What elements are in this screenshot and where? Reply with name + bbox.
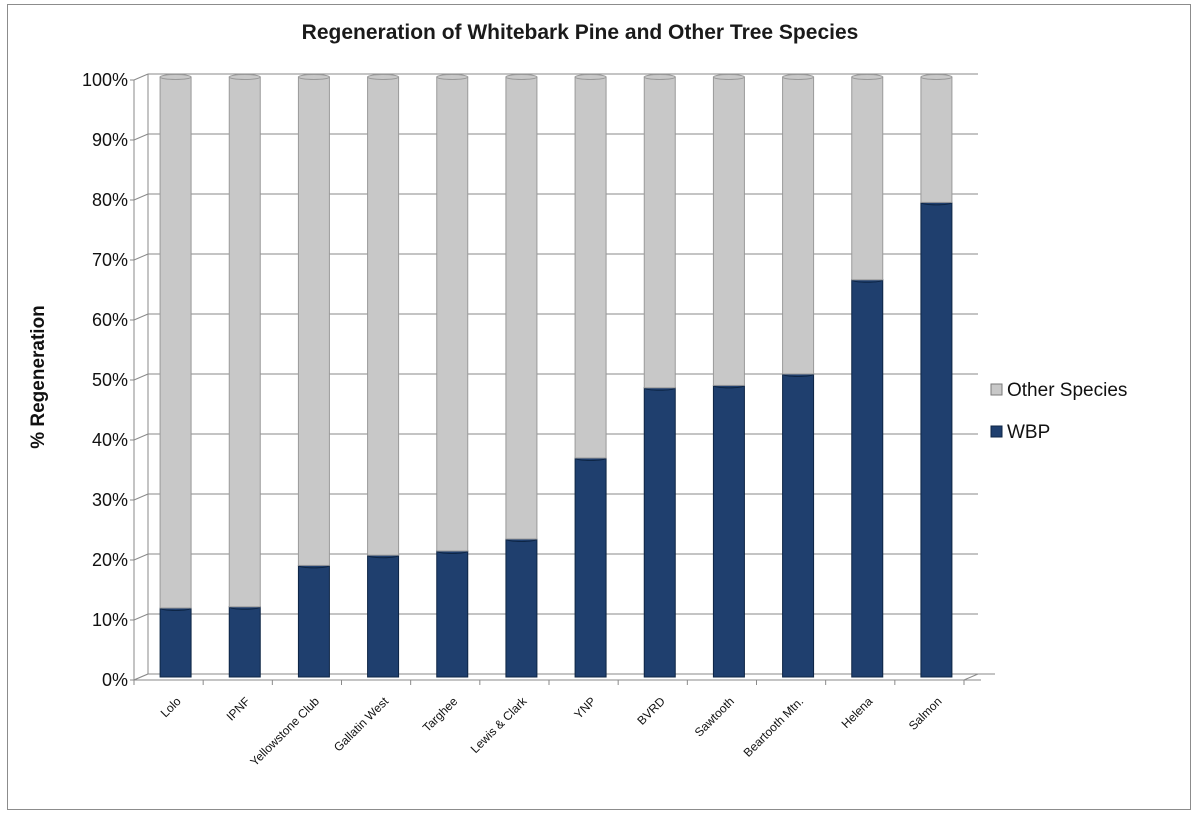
bar-wbp [920, 201, 953, 678]
legend-swatch [990, 425, 1003, 438]
y-tick-label: 0% [102, 670, 128, 690]
bar-wbp [574, 457, 607, 678]
x-tick-label: Lewis & Clark [468, 694, 530, 756]
gridline-side [133, 253, 149, 261]
gridline-side [133, 73, 149, 81]
bar-cap [436, 74, 469, 80]
bar-other-species [505, 76, 538, 540]
gridline-side [133, 553, 149, 561]
y-tick-label: 90% [92, 130, 128, 150]
bar-cap [228, 74, 261, 80]
y-axis-label: % Regeneration [28, 305, 49, 449]
x-tick-label: Helena [839, 694, 876, 731]
legend-label: WBP [1007, 422, 1050, 443]
legend: Other Species WBP [990, 380, 1127, 443]
bar-wbp [159, 607, 192, 678]
y-tick-label: 30% [92, 490, 128, 510]
bar-other-species [574, 76, 607, 459]
bar-wbp [851, 279, 884, 678]
bar-other-species [297, 76, 330, 566]
gridline-side [133, 613, 149, 621]
gridline-side [133, 133, 149, 141]
bar-cap [920, 74, 953, 80]
x-tick-label: Targhee [420, 694, 461, 735]
y-tick-label: 100% [82, 70, 128, 90]
x-tick-label: Sawtooth [692, 694, 737, 739]
x-tick-label: IPNF [224, 694, 253, 723]
x-tick-label: Yellowstone Club [247, 694, 322, 769]
bar-cap [643, 74, 676, 80]
bar-other-species [782, 76, 815, 375]
y-tick-label: 40% [92, 430, 128, 450]
x-tick-label: BVRD [634, 694, 668, 728]
bar-cap [159, 74, 192, 80]
bar-cap [367, 74, 400, 80]
bar-wbp [643, 387, 676, 678]
bar-other-species [920, 76, 953, 203]
bar-other-species [851, 76, 884, 281]
bar-wbp [782, 373, 815, 678]
gridline-side [133, 433, 149, 441]
x-tick-label: Beartooth Mtn. [741, 694, 807, 760]
chart-svg: Regeneration of Whitebark Pine and Other… [28, 21, 1127, 769]
bar-wbp [228, 606, 261, 678]
gridline-side [133, 373, 149, 381]
chart-frame: Regeneration of Whitebark Pine and Other… [7, 4, 1191, 810]
legend-swatch [990, 383, 1003, 396]
y-tick-label: 10% [92, 610, 128, 630]
bar-other-species [436, 76, 469, 552]
bar-cap [505, 74, 538, 80]
bar-wbp [505, 538, 538, 678]
gridline-side [133, 193, 149, 201]
bar-cap [851, 74, 884, 80]
bar-cap [574, 74, 607, 80]
y-tick-label: 70% [92, 250, 128, 270]
bar-other-species [159, 76, 192, 609]
x-tick-label: Gallatin West [331, 694, 392, 755]
bar-wbp [367, 554, 400, 678]
bar-other-species [228, 76, 261, 608]
plot-area: 0% 10% 20% 30% 40% 50% 60% 70% 80% 90% 100% Lolo IPN… [82, 70, 995, 769]
bar-cap [712, 74, 745, 80]
chart-title: Regeneration of Whitebark Pine and Other… [302, 21, 859, 44]
x-tick-label: Lolo [158, 694, 184, 720]
bar-wbp [712, 384, 745, 678]
bar-wbp [297, 564, 330, 678]
bar-other-species [712, 76, 745, 386]
y-tick-label: 60% [92, 310, 128, 330]
bar-wbp [436, 550, 469, 678]
bar-cap [782, 74, 815, 80]
gridline-side [133, 313, 149, 321]
bar-other-species [367, 76, 400, 556]
x-tick-label: YNP [571, 694, 598, 721]
legend-label: Other Species [1007, 380, 1127, 401]
bar-other-species [643, 76, 676, 389]
y-tick-label: 50% [92, 370, 128, 390]
bar-cap [297, 74, 330, 80]
x-tick-label: Salmon [906, 694, 945, 733]
y-tick-label: 20% [92, 550, 128, 570]
gridline-side [133, 493, 149, 501]
y-tick-label: 80% [92, 190, 128, 210]
